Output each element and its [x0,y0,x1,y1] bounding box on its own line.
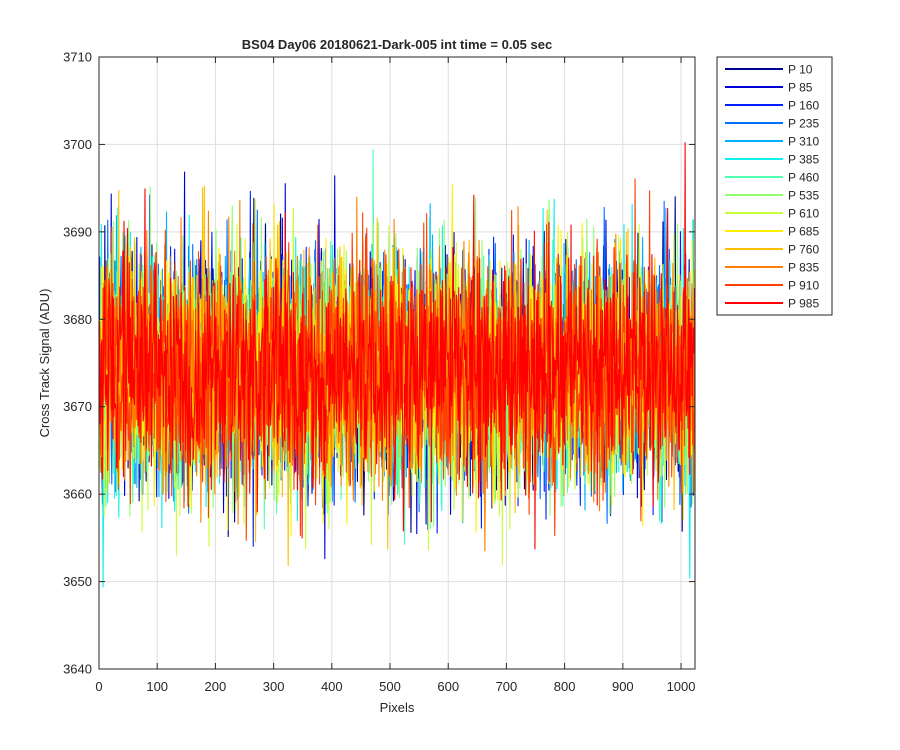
legend-label: P 835 [788,261,819,275]
y-tick-label: 3670 [63,399,92,414]
plot-area: 0 100 200 300 400 500 600 700 800 900 1000 3640 3650… [63,50,696,695]
chart-title: BS04 Day06 20180621-Dark-005 int time = … [242,37,552,52]
y-tick-label: 3650 [63,574,92,589]
axes-box [98,56,696,670]
legend-label: P 985 [788,297,819,311]
legend-label: P 535 [788,189,819,203]
legend-label: P 10 [788,63,813,77]
legend-label: P 610 [788,207,819,221]
legend-box [716,56,833,316]
legend-label: P 460 [788,171,819,185]
legend-label: P 160 [788,99,819,113]
x-tick-label: 1000 [667,679,696,694]
x-tick-label: 100 [146,679,168,694]
x-tick-label: 600 [437,679,459,694]
x-tick-label: 200 [205,679,227,694]
x-axis-label: Pixels [380,700,415,715]
series-lines [98,142,695,588]
y-tick-label: 3690 [63,224,92,239]
x-tick-label: 400 [321,679,343,694]
axis-ticks: 0 100 200 300 400 500 600 700 800 900 1000 3640 3650… [63,50,695,695]
x-tick-label: 300 [263,679,285,694]
x-tick-label: 800 [554,679,576,694]
legend-label: P 235 [788,117,819,131]
legend-label: P 310 [788,135,819,149]
y-tick-label: 3640 [63,662,92,677]
legend-label: P 385 [788,153,819,167]
y-tick-label: 3700 [63,137,92,152]
x-tick-label: 700 [496,679,518,694]
y-tick-label: 3680 [63,312,92,327]
x-tick-label: 500 [379,679,401,694]
y-axis-label: Cross Track Signal (ADU) [37,289,52,438]
legend-label: P 760 [788,243,819,257]
x-tick-label: 900 [612,679,634,694]
y-tick-label: 3710 [63,50,92,65]
series-line [98,142,695,550]
legend-label: P 85 [788,81,813,95]
legend-label: P 685 [788,225,819,239]
x-tick-label: 0 [95,679,102,694]
legend-label: P 910 [788,279,819,293]
y-tick-label: 3660 [63,487,92,502]
legend: P 10 P 85 P 160 P 235 P 310 P 385 P 460 P 535 P … [716,56,833,316]
